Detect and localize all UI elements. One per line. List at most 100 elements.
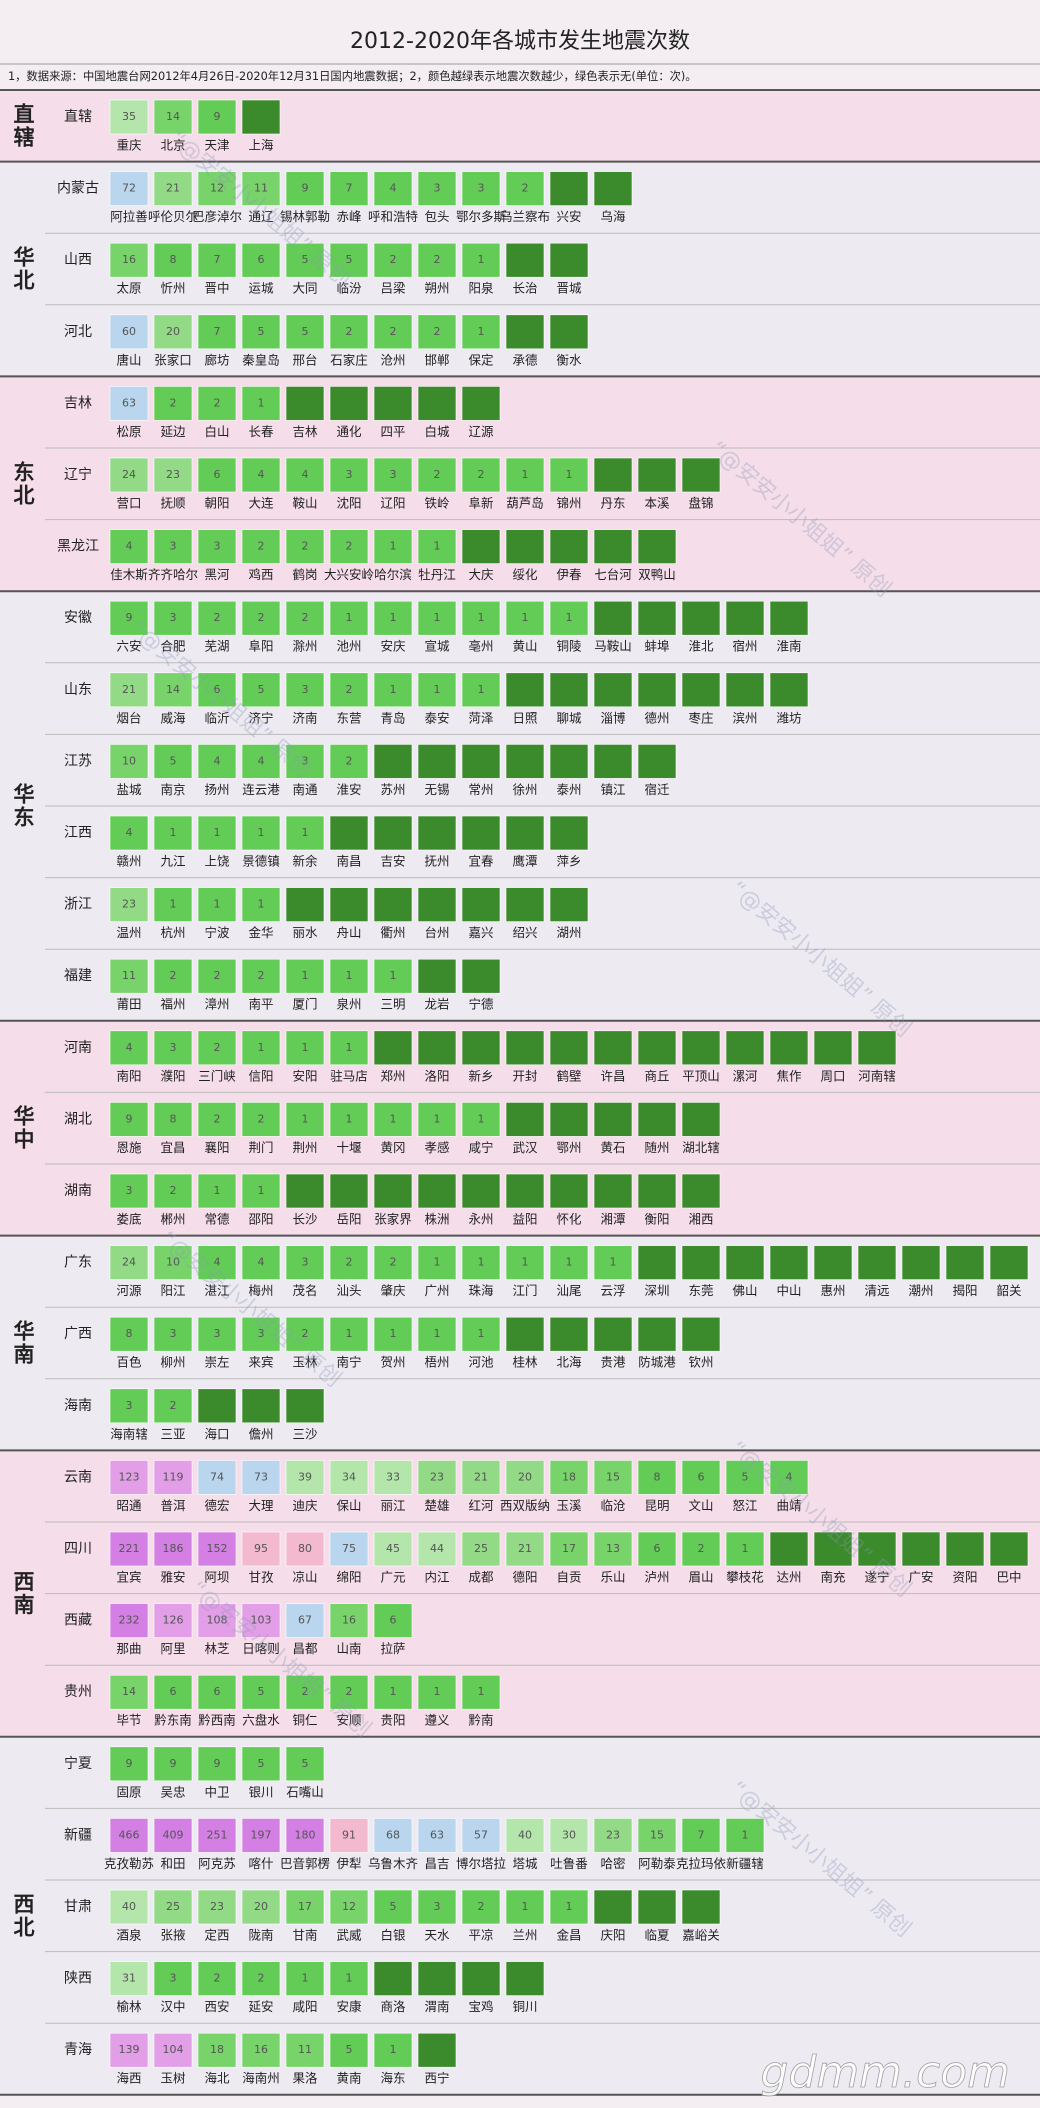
- city-label: 鹤岗: [292, 567, 317, 582]
- count-label: 3: [170, 1972, 177, 1985]
- no-data-tile: [505, 314, 545, 350]
- count-label: 5: [258, 325, 265, 338]
- count-label: 3: [126, 1184, 133, 1197]
- count-tile: [329, 1603, 369, 1638]
- count-label: 18: [210, 2043, 224, 2056]
- count-tile: [373, 672, 413, 708]
- province-label: 江苏: [64, 753, 92, 769]
- city-label: 荆门: [248, 1140, 273, 1155]
- city-label: 湖州: [556, 925, 581, 940]
- city-label: 成都: [468, 1570, 494, 1585]
- count-label: 10: [166, 1256, 180, 1269]
- count-tile: [373, 600, 413, 636]
- city-label: 恩施: [116, 1140, 142, 1155]
- count-tile: [461, 600, 501, 636]
- city-label: 辽源: [468, 424, 494, 439]
- count-tile: [329, 1102, 369, 1137]
- no-data-tile: [373, 744, 413, 779]
- no-data-tile: [637, 1102, 677, 1137]
- city-label: 郑州: [380, 1068, 405, 1083]
- count-label: 3: [126, 1399, 133, 1412]
- city-label: 海东: [380, 2071, 405, 2086]
- count-tile: [153, 1316, 193, 1352]
- city-label: 莆田: [116, 997, 141, 1012]
- count-tile: [285, 1102, 325, 1137]
- city-label: 大兴安岭: [324, 567, 374, 582]
- count-tile: [461, 314, 501, 350]
- city-label: 楚雄: [424, 1498, 449, 1513]
- count-tile: [153, 314, 193, 350]
- city-label: 牡丹江: [418, 567, 456, 582]
- city-label: 德州: [644, 710, 669, 725]
- count-label: 2: [346, 1685, 353, 1698]
- province-label: 陕西: [64, 1971, 92, 1987]
- no-data-tile: [549, 887, 589, 922]
- count-tile: [549, 1531, 589, 1567]
- no-data-tile: [417, 1030, 457, 1066]
- count-label: 1: [302, 1112, 309, 1125]
- count-tile: [241, 1889, 281, 1925]
- city-label: 包头: [424, 209, 449, 224]
- city-label: 萍乡: [556, 854, 581, 869]
- city-label: 汕头: [336, 1283, 361, 1298]
- count-label: 6: [214, 468, 221, 481]
- count-label: 5: [258, 1757, 265, 1770]
- count-label: 1: [478, 611, 485, 624]
- city-label: 金华: [248, 925, 273, 940]
- count-label: 4: [390, 182, 397, 195]
- city-label: 晋中: [204, 281, 229, 296]
- count-label: 9: [170, 1757, 177, 1770]
- count-tile: [109, 314, 149, 350]
- no-data-tile: [549, 1316, 589, 1352]
- no-data-tile: [373, 887, 413, 922]
- count-label: 2: [170, 1184, 177, 1197]
- city-label: 酒泉: [116, 1928, 142, 1943]
- city-label: 衡阳: [644, 1212, 669, 1227]
- count-tile: [329, 1674, 369, 1710]
- no-data-tile: [593, 672, 633, 708]
- count-tile: [109, 242, 149, 278]
- count-label: 35: [122, 110, 136, 123]
- city-label: 渭南: [424, 1999, 449, 2014]
- count-tile: [197, 1674, 237, 1710]
- count-tile: [153, 1460, 193, 1495]
- count-tile: [241, 887, 281, 922]
- count-tile: [417, 457, 457, 493]
- city-label: 南平: [248, 997, 273, 1012]
- city-label: 娄底: [116, 1212, 141, 1227]
- count-label: 12: [210, 182, 224, 195]
- city-label: 乌鲁木齐: [368, 1856, 419, 1871]
- city-label: 安庆: [380, 639, 406, 654]
- count-label: 7: [346, 182, 353, 195]
- city-label: 通化: [336, 424, 362, 439]
- no-data-tile: [549, 815, 589, 851]
- city-label: 贵港: [600, 1355, 626, 1370]
- count-label: 8: [126, 1327, 133, 1340]
- count-tile: [197, 1531, 237, 1567]
- count-tile: [241, 744, 281, 779]
- count-label: 5: [170, 754, 177, 767]
- count-label: 232: [119, 1614, 140, 1627]
- count-tile: [461, 1818, 501, 1853]
- count-label: 8: [170, 1112, 177, 1125]
- city-label: 滨州: [732, 710, 757, 725]
- province-label: 浙江: [64, 897, 92, 913]
- no-data-tile: [505, 815, 545, 851]
- city-label: 新乡: [468, 1068, 493, 1083]
- count-label: 20: [254, 1900, 268, 1913]
- count-tile: [285, 314, 325, 350]
- count-label: 6: [214, 1685, 221, 1698]
- city-label: 太原: [116, 281, 141, 296]
- city-label: 四平: [380, 424, 405, 439]
- no-data-tile: [813, 1531, 853, 1567]
- count-tile: [285, 1603, 325, 1638]
- count-label: 2: [346, 1256, 353, 1269]
- count-tile: [197, 1961, 237, 1996]
- count-tile: [197, 1603, 237, 1638]
- count-label: 4: [258, 754, 265, 767]
- count-tile: [109, 1603, 149, 1638]
- count-label: 3: [390, 468, 397, 481]
- count-tile: [593, 1245, 633, 1280]
- count-label: 3: [434, 1900, 441, 1913]
- count-tile: [197, 1460, 237, 1495]
